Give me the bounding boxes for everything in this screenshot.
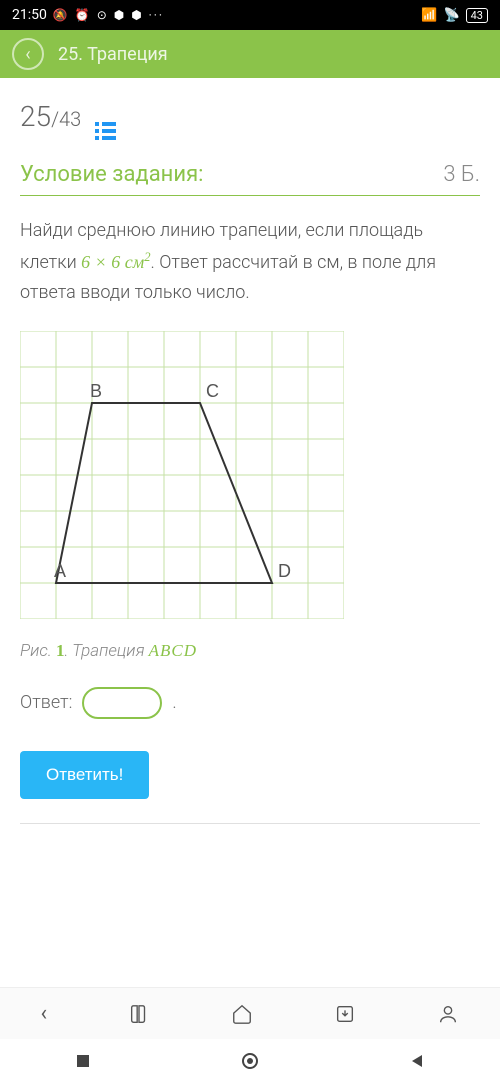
header-title: 25. Трапеция [58,44,168,65]
diagram-svg: A B C D [20,331,344,619]
sys-back-icon[interactable] [409,1053,425,1069]
signal-icon: 📶 [421,8,437,23]
chevron-left-icon: ‹ [25,44,30,65]
progress-total: 43 [59,107,81,131]
sys-recent-icon[interactable] [75,1053,91,1069]
task-points: 3 Б. [443,162,480,187]
task-header: Условие задания: 3 Б. [20,162,480,196]
answer-input[interactable] [82,687,162,719]
main-content: 25/43 Условие задания: 3 Б. Найди средню… [0,78,500,987]
back-button[interactable]: ‹ [12,38,44,70]
task-text: Найди среднюю линию трапеции, если площа… [20,216,480,309]
answer-period: . [172,692,176,713]
task-title: Условие задания: [20,162,203,187]
progress-current: 25 [20,100,51,133]
answer-label: Ответ: [20,692,72,713]
wifi-icon: 📡 [443,8,459,23]
answer-row: Ответ: . [20,687,480,719]
trapezoid-diagram: A B C D [20,331,480,623]
submit-button[interactable]: Ответить! [20,751,149,799]
figure-caption: Рис. 1. Трапеция ABCD [20,641,480,661]
status-time: 21:50 [12,7,47,23]
separator [20,823,480,824]
profile-icon[interactable] [437,1003,459,1025]
app-header: ‹ 25. Трапеция [0,30,500,78]
svg-text:D: D [278,561,291,581]
progress-indicator: 25/43 [20,100,480,140]
status-icons-left: 🔕 ⏰ ⊙ ⬢ ⬢ ··· [53,8,164,22]
svg-text:A: A [54,561,66,581]
sys-home-icon[interactable] [241,1052,259,1070]
system-nav [0,1039,500,1083]
submit-label: Ответить! [46,765,123,784]
list-icon[interactable] [95,122,116,140]
nav-back-icon[interactable]: ‹ [41,1001,48,1026]
download-icon[interactable] [334,1003,356,1025]
status-bar: 21:50 🔕 ⏰ ⊙ ⬢ ⬢ ··· 📶 📡 43 [0,0,500,30]
svg-text:B: B [90,381,102,401]
home-icon[interactable] [231,1003,253,1025]
battery-badge: 43 [466,8,488,23]
book-icon[interactable] [128,1003,150,1025]
svg-text:C: C [206,381,219,401]
browser-nav: ‹ [0,987,500,1039]
